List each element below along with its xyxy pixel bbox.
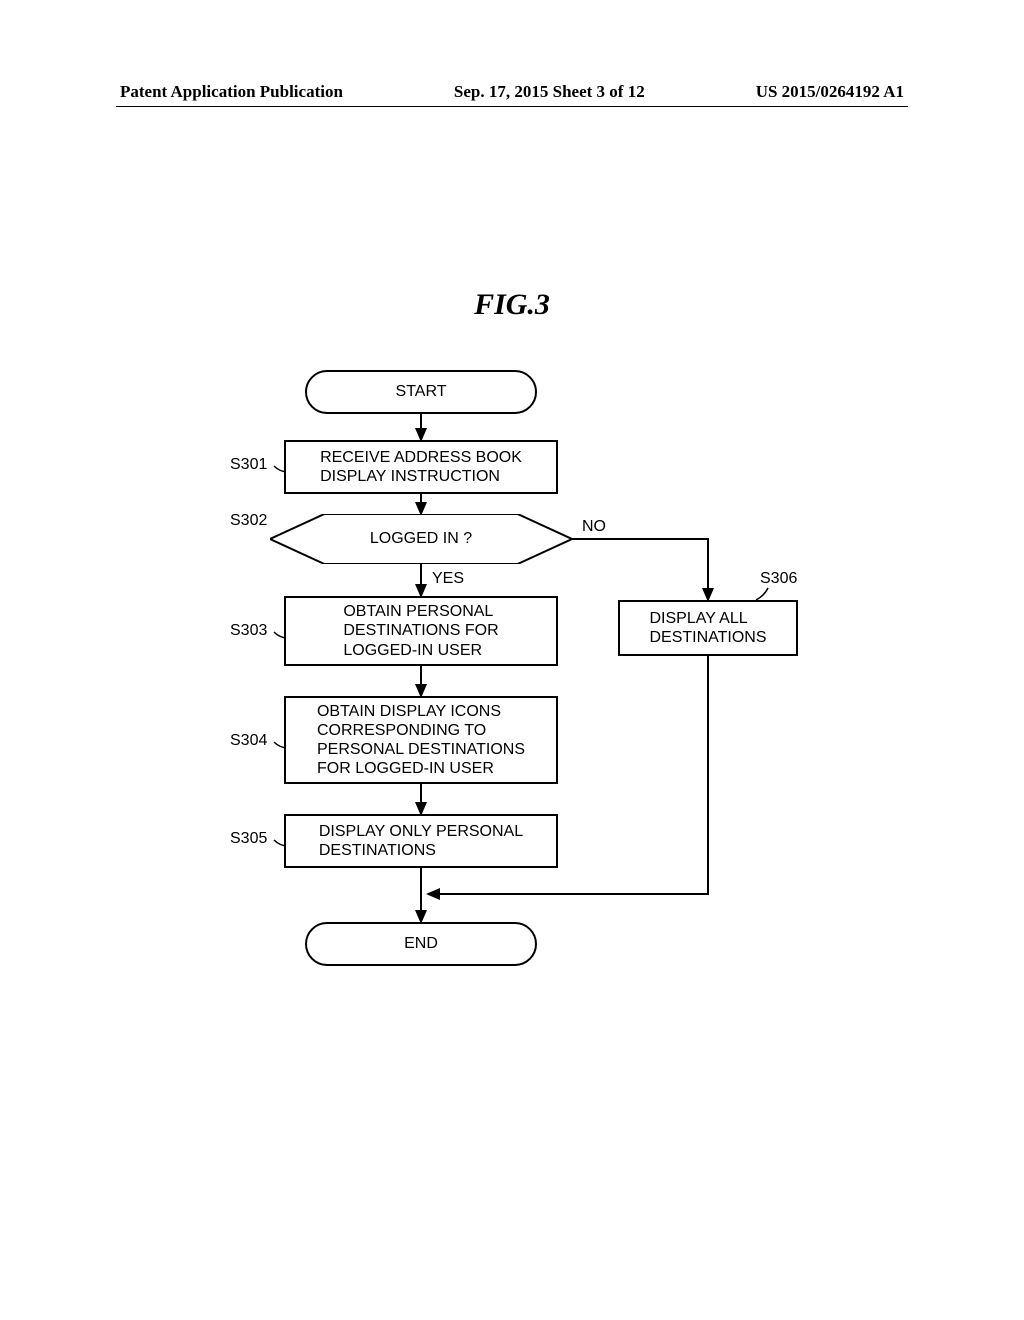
edge-label: YES (432, 570, 464, 588)
header-left: Patent Application Publication (120, 82, 343, 102)
figure-title: FIG.3 (0, 288, 1024, 322)
flowchart-process: RECEIVE ADDRESS BOOK DISPLAY INSTRUCTION (284, 440, 558, 494)
flowchart: YES NO START RECEIVE ADDRESS BOOK DISPLAY I… (0, 370, 1024, 1010)
edge-label: NO (582, 518, 606, 536)
step-label: S303 (230, 622, 267, 640)
step-label: S306 (760, 570, 797, 588)
flowchart-process: OBTAIN PERSONAL DESTINATIONS FOR LOGGED-… (284, 596, 558, 666)
flowchart-process: DISPLAY ONLY PERSONAL DESTINATIONS (284, 814, 558, 868)
decision-text: LOGGED IN ? (270, 530, 572, 548)
page-header: Patent Application Publication Sep. 17, … (0, 82, 1024, 102)
header-center: Sep. 17, 2015 Sheet 3 of 12 (454, 82, 645, 102)
step-label: S305 (230, 830, 267, 848)
header-rule (116, 106, 908, 107)
step-label: S304 (230, 732, 267, 750)
flowchart-process: OBTAIN DISPLAY ICONS CORRESPONDING TO PE… (284, 696, 558, 784)
header-right: US 2015/0264192 A1 (756, 82, 904, 102)
flowchart-process: DISPLAY ALL DESTINATIONS (618, 600, 798, 656)
flowchart-terminator: END (305, 922, 537, 966)
flowchart-decision: LOGGED IN ? (270, 514, 572, 564)
step-label: S302 (230, 512, 267, 530)
flowchart-terminator: START (305, 370, 537, 414)
step-label: S301 (230, 456, 267, 474)
